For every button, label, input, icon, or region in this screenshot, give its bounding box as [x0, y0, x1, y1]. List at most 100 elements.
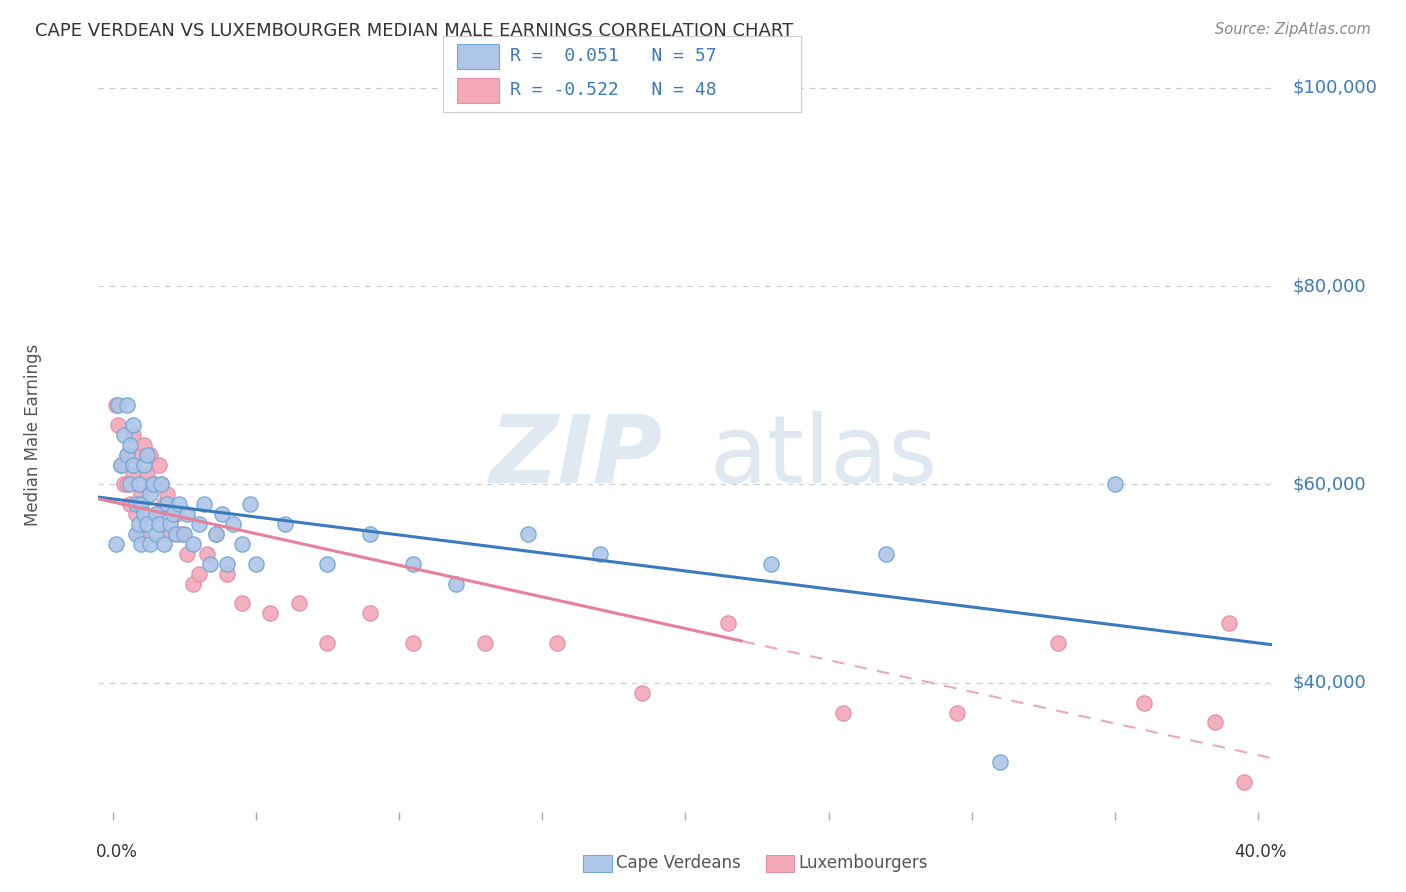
- Point: [187, 517, 209, 532]
- Point: [176, 507, 198, 521]
- Point: [145, 507, 167, 521]
- Point: [121, 458, 143, 472]
- Point: [187, 566, 209, 581]
- Point: [156, 497, 179, 511]
- Point: [118, 438, 141, 452]
- Point: [139, 537, 162, 551]
- Text: R =  0.051   N = 57: R = 0.051 N = 57: [510, 47, 717, 65]
- Point: [110, 458, 132, 472]
- Point: [288, 597, 311, 611]
- Point: [245, 557, 267, 571]
- Point: [153, 497, 176, 511]
- Point: [1218, 616, 1240, 631]
- Point: [148, 517, 170, 532]
- Point: [159, 517, 181, 532]
- Point: [222, 517, 245, 532]
- Point: [110, 458, 132, 472]
- Point: [359, 607, 381, 621]
- Point: [875, 547, 897, 561]
- Point: [1132, 696, 1154, 710]
- Point: [115, 398, 138, 412]
- Text: Median Male Earnings: Median Male Earnings: [24, 343, 42, 526]
- Text: 0.0%: 0.0%: [96, 843, 138, 861]
- Point: [124, 527, 146, 541]
- Point: [131, 537, 153, 551]
- Point: [112, 427, 135, 442]
- Point: [239, 497, 262, 511]
- Point: [118, 477, 141, 491]
- Point: [134, 458, 156, 472]
- Point: [118, 497, 141, 511]
- Point: [516, 527, 538, 541]
- Point: [148, 458, 170, 472]
- Point: [217, 566, 239, 581]
- Text: Cape Verdeans: Cape Verdeans: [616, 855, 741, 872]
- Point: [150, 477, 173, 491]
- Point: [124, 497, 146, 511]
- Point: [231, 537, 253, 551]
- Point: [165, 507, 187, 521]
- Point: [136, 467, 159, 482]
- Point: [107, 398, 129, 412]
- Point: [131, 487, 153, 501]
- Point: [173, 527, 195, 541]
- Point: [316, 557, 339, 571]
- Point: [195, 547, 218, 561]
- Point: [134, 507, 156, 521]
- Point: [139, 487, 162, 501]
- Point: [198, 557, 221, 571]
- Point: [193, 497, 215, 511]
- Text: CAPE VERDEAN VS LUXEMBOURGER MEDIAN MALE EARNINGS CORRELATION CHART: CAPE VERDEAN VS LUXEMBOURGER MEDIAN MALE…: [35, 22, 793, 40]
- Point: [162, 507, 184, 521]
- Point: [1104, 477, 1126, 491]
- Point: [217, 557, 239, 571]
- Point: [165, 527, 187, 541]
- Point: [316, 636, 339, 650]
- Text: $100,000: $100,000: [1292, 78, 1378, 96]
- Point: [131, 497, 153, 511]
- Point: [124, 507, 146, 521]
- Point: [1046, 636, 1069, 650]
- Point: [142, 477, 165, 491]
- Point: [231, 597, 253, 611]
- Point: [1204, 715, 1226, 730]
- Point: [546, 636, 568, 650]
- Point: [170, 527, 193, 541]
- Point: [136, 448, 159, 462]
- Point: [115, 477, 138, 491]
- Point: [205, 527, 228, 541]
- Text: $40,000: $40,000: [1292, 673, 1367, 692]
- Text: $60,000: $60,000: [1292, 475, 1367, 493]
- Point: [990, 755, 1012, 769]
- Point: [145, 507, 167, 521]
- Point: [156, 487, 179, 501]
- Point: [121, 467, 143, 482]
- Point: [150, 477, 173, 491]
- Point: [136, 517, 159, 532]
- Text: R = -0.522   N = 48: R = -0.522 N = 48: [510, 81, 717, 99]
- Point: [115, 448, 138, 462]
- Point: [124, 448, 146, 462]
- Text: Luxembourgers: Luxembourgers: [799, 855, 928, 872]
- Point: [181, 576, 204, 591]
- Point: [359, 527, 381, 541]
- Point: [273, 517, 295, 532]
- Point: [121, 427, 143, 442]
- Point: [1233, 775, 1256, 789]
- Point: [104, 398, 127, 412]
- Point: [167, 497, 190, 511]
- Text: ZIP: ZIP: [489, 411, 662, 503]
- Point: [205, 527, 228, 541]
- Point: [139, 448, 162, 462]
- Point: [761, 557, 783, 571]
- Point: [104, 537, 127, 551]
- Point: [134, 438, 156, 452]
- Point: [717, 616, 740, 631]
- Point: [128, 517, 150, 532]
- Text: atlas: atlas: [709, 411, 938, 503]
- Point: [121, 417, 143, 432]
- Point: [402, 636, 425, 650]
- Point: [832, 706, 855, 720]
- Point: [145, 527, 167, 541]
- Point: [107, 417, 129, 432]
